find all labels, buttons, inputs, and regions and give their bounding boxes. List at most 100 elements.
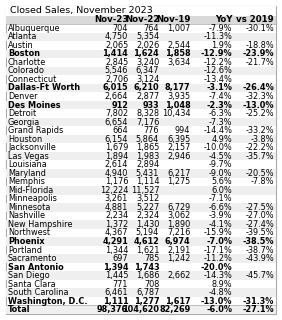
Text: YoY: YoY (215, 15, 232, 25)
Text: Albuquerque: Albuquerque (8, 24, 61, 33)
Text: -20.0%: -20.0% (201, 263, 232, 272)
Text: 6,729: 6,729 (167, 203, 190, 212)
Text: 1,865: 1,865 (136, 143, 159, 152)
Text: -3.8%: -3.8% (250, 135, 274, 144)
Text: 708: 708 (144, 280, 159, 289)
Text: -11.2%: -11.2% (203, 254, 232, 263)
Text: 2,946: 2,946 (167, 152, 190, 161)
Text: 5,546: 5,546 (105, 67, 128, 76)
Text: Louisiana: Louisiana (8, 160, 47, 169)
Bar (6, 271, 276, 280)
Text: 6,395: 6,395 (167, 135, 190, 144)
Text: 1,617: 1,617 (165, 297, 190, 306)
Bar (6, 203, 276, 212)
Text: New Hampshire: New Hampshire (8, 220, 72, 229)
Text: -17.1%: -17.1% (203, 245, 232, 254)
Text: -27.0%: -27.0% (245, 212, 274, 220)
Text: Atlanta: Atlanta (8, 32, 38, 41)
Text: -11.3%: -11.3% (203, 32, 232, 41)
Text: Georgia: Georgia (8, 117, 40, 127)
Text: 697: 697 (113, 254, 128, 263)
Text: 1,007: 1,007 (167, 24, 190, 33)
Text: -12.6%: -12.6% (203, 67, 232, 76)
Text: 1,275: 1,275 (167, 177, 190, 186)
Text: 7,802: 7,802 (105, 109, 128, 118)
Text: 6,654: 6,654 (105, 117, 128, 127)
Text: -13.0%: -13.0% (243, 100, 274, 109)
Text: vs 2019: vs 2019 (236, 15, 274, 25)
Text: 704: 704 (113, 24, 128, 33)
Text: -39.5%: -39.5% (245, 228, 274, 237)
Text: -35.7%: -35.7% (245, 152, 274, 161)
Text: Dallas-Ft Worth: Dallas-Ft Worth (8, 84, 80, 92)
Text: 6,974: 6,974 (165, 237, 190, 246)
Text: 8,328: 8,328 (136, 109, 159, 118)
Text: 994: 994 (175, 126, 190, 135)
Bar (6, 33, 276, 41)
Text: 2,877: 2,877 (136, 92, 159, 101)
Bar (6, 50, 276, 58)
Text: -12.2%: -12.2% (203, 58, 232, 67)
Text: -33.2%: -33.2% (245, 126, 274, 135)
Text: 912: 912 (111, 100, 128, 109)
Text: -4.1%: -4.1% (208, 220, 232, 229)
Text: 6,217: 6,217 (167, 169, 190, 178)
Text: 2,845: 2,845 (105, 58, 128, 67)
Bar (6, 288, 276, 297)
Text: -7.4%: -7.4% (208, 92, 232, 101)
Text: Boston: Boston (8, 49, 40, 58)
Text: 6,347: 6,347 (136, 67, 159, 76)
Text: -13.0%: -13.0% (201, 297, 232, 306)
Text: Nov-22: Nov-22 (125, 15, 159, 25)
Text: -3.1%: -3.1% (206, 84, 232, 92)
Text: 6,154: 6,154 (105, 135, 128, 144)
Text: 3,634: 3,634 (167, 58, 190, 67)
Bar (6, 16, 276, 24)
Text: 1,048: 1,048 (165, 100, 190, 109)
Text: 5,431: 5,431 (136, 169, 159, 178)
Text: 4,750: 4,750 (105, 32, 128, 41)
Bar (6, 84, 276, 92)
Text: 4,291: 4,291 (102, 237, 128, 246)
Text: Minneapolis: Minneapolis (8, 194, 57, 203)
Text: 2,662: 2,662 (167, 271, 190, 280)
Text: -21.7%: -21.7% (245, 58, 274, 67)
Text: -38.7%: -38.7% (245, 245, 274, 254)
Text: -15.9%: -15.9% (203, 228, 232, 237)
Bar (6, 6, 276, 16)
Text: Colorado: Colorado (8, 67, 45, 76)
Text: Santa Clara: Santa Clara (8, 280, 56, 289)
Text: 4,940: 4,940 (105, 169, 128, 178)
Text: 6,210: 6,210 (134, 84, 159, 92)
Text: South Carolina: South Carolina (8, 288, 69, 297)
Text: Las Vegas: Las Vegas (8, 152, 49, 161)
Text: -7.9%: -7.9% (209, 24, 232, 33)
Text: -38.5%: -38.5% (243, 237, 274, 246)
Text: 2,157: 2,157 (167, 143, 190, 152)
Text: -7.3%: -7.3% (209, 117, 232, 127)
Text: Mid-Florida: Mid-Florida (8, 186, 53, 195)
Text: San Diego: San Diego (8, 271, 50, 280)
Text: 3,240: 3,240 (136, 58, 159, 67)
Text: 4,612: 4,612 (133, 237, 159, 246)
Text: -14.3%: -14.3% (203, 271, 232, 280)
Text: 3,261: 3,261 (105, 194, 128, 203)
Text: 764: 764 (144, 24, 159, 33)
Text: Maryland: Maryland (8, 169, 46, 178)
Text: 2,065: 2,065 (105, 41, 128, 50)
Text: -4.5%: -4.5% (208, 152, 232, 161)
Text: Nov-19: Nov-19 (156, 15, 190, 25)
Text: -6.3%: -6.3% (208, 109, 232, 118)
Text: 4,881: 4,881 (105, 203, 128, 212)
Text: -30.1%: -30.1% (245, 24, 274, 33)
Text: 776: 776 (144, 126, 159, 135)
Text: 1,242: 1,242 (167, 254, 190, 263)
Text: 1,111: 1,111 (103, 297, 128, 306)
Text: Nashville: Nashville (8, 212, 45, 220)
Bar (6, 152, 276, 160)
Text: -6.0%: -6.0% (206, 305, 232, 314)
Bar (6, 67, 276, 75)
Text: 933: 933 (143, 100, 159, 109)
Text: Detroit: Detroit (8, 109, 36, 118)
Text: 5,864: 5,864 (136, 135, 159, 144)
